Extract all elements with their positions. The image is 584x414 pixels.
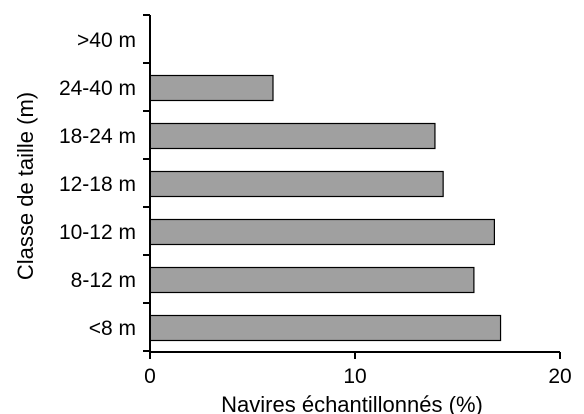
category-labels-group: >40 m 24-40 m 18-24 m 12-18 m 10-12 m 8-12 m <…	[59, 29, 136, 340]
x-tick-label: 20	[548, 365, 571, 388]
bar	[149, 74, 274, 102]
bar	[149, 218, 495, 246]
category-label: >40 m	[77, 29, 136, 52]
category-label: 12-18 m	[59, 173, 136, 196]
category-label: <8 m	[89, 317, 136, 340]
bar	[149, 314, 502, 342]
y-axis-title: Classe de taille (m)	[13, 92, 38, 280]
bar	[149, 122, 436, 150]
x-axis-title: Navires échantillonnés (%)	[221, 392, 483, 414]
x-tick-label: 0	[144, 365, 156, 388]
x-tick-label: 10	[343, 365, 366, 388]
bar	[149, 170, 444, 198]
bars-group	[149, 74, 502, 342]
y-ticks-group	[143, 14, 150, 352]
x-ticks-group	[149, 352, 561, 359]
category-label: 10-12 m	[59, 221, 136, 244]
x-tick-labels-group: 0 10 20	[144, 365, 572, 388]
category-label: 8-12 m	[71, 269, 136, 292]
category-label: 24-40 m	[59, 77, 136, 100]
category-label: 18-24 m	[59, 125, 136, 148]
bar	[149, 266, 475, 294]
